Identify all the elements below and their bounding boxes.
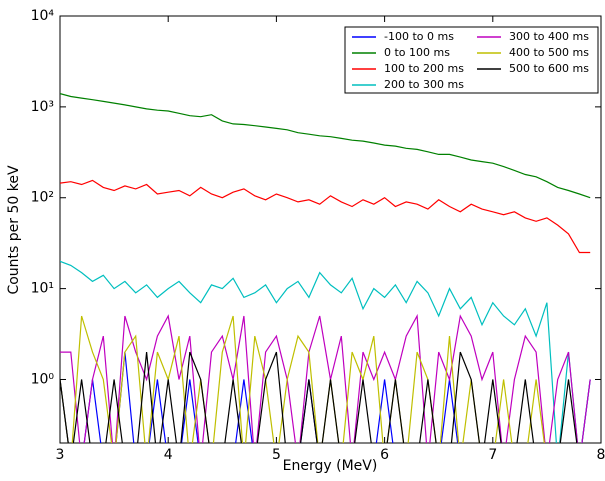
legend-label: 400 to 500 ms xyxy=(509,46,589,59)
legend-label: 100 to 200 ms xyxy=(384,62,464,75)
y-tick-label: 10² xyxy=(31,190,54,206)
series-line xyxy=(60,179,591,254)
x-tick-label: 8 xyxy=(597,447,605,463)
legend-label: 200 to 300 ms xyxy=(384,78,464,91)
x-tick-label: 6 xyxy=(380,447,389,463)
plot-frame xyxy=(59,15,602,444)
legend-label: 0 to 100 ms xyxy=(384,46,450,59)
series-line xyxy=(60,315,545,443)
x-tick-label: 7 xyxy=(488,447,497,463)
series-line xyxy=(60,260,591,443)
y-tick-label: 10⁴ xyxy=(31,8,55,24)
y-tick-label: 10¹ xyxy=(31,281,54,297)
series-line xyxy=(60,351,578,443)
y-axis-label: Counts per 50 keV xyxy=(6,165,22,295)
x-axis-label: Energy (MeV) xyxy=(283,458,378,474)
plot-area xyxy=(60,93,591,443)
series-line xyxy=(60,313,591,443)
series-line xyxy=(60,93,591,199)
legend-box xyxy=(344,26,599,94)
x-tick-label: 5 xyxy=(272,447,281,463)
x-tick-label: 3 xyxy=(56,447,65,463)
x-tick-label: 4 xyxy=(164,447,173,463)
legend-label: 500 to 600 ms xyxy=(509,62,589,75)
y-tick-label: 10⁰ xyxy=(31,371,55,387)
y-tick-label: 10³ xyxy=(31,99,54,115)
legend-label: -100 to 0 ms xyxy=(384,30,454,43)
legend-label: 300 to 400 ms xyxy=(509,30,589,43)
